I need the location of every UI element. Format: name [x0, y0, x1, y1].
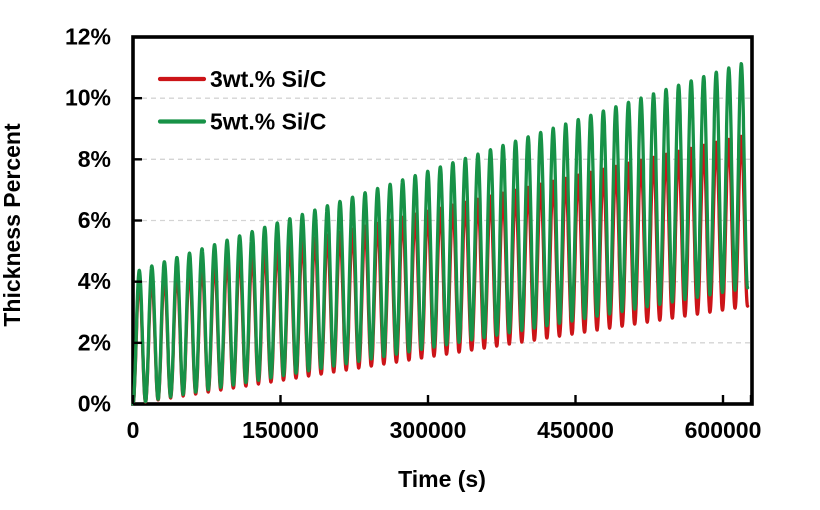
svg-text:4%: 4% [78, 268, 111, 294]
svg-text:3wt.% Si/C: 3wt.% Si/C [210, 66, 326, 92]
svg-text:5wt.% Si/C: 5wt.% Si/C [210, 109, 326, 135]
svg-text:10%: 10% [65, 85, 111, 111]
svg-text:300000: 300000 [390, 417, 467, 443]
svg-text:450000: 450000 [537, 417, 614, 443]
svg-text:12%: 12% [65, 24, 111, 50]
svg-text:6%: 6% [78, 207, 111, 233]
svg-text:2%: 2% [78, 329, 111, 355]
svg-text:Time (s): Time (s) [398, 466, 486, 492]
svg-text:Thickness Percent: Thickness Percent [0, 123, 25, 327]
svg-text:0: 0 [127, 417, 140, 443]
svg-text:8%: 8% [78, 146, 111, 172]
svg-text:600000: 600000 [685, 417, 762, 443]
svg-text:150000: 150000 [242, 417, 319, 443]
svg-text:0%: 0% [78, 391, 111, 417]
